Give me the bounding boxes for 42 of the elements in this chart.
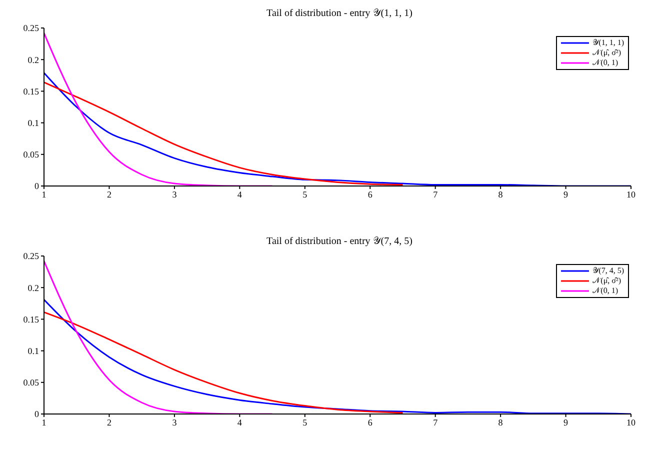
legend-label: 𝒩(0, 1): [592, 58, 618, 68]
y-tick-label: 0.15: [23, 86, 40, 96]
x-tick-label: 5: [302, 189, 308, 200]
y-tick-label: 0.1: [28, 118, 39, 128]
y-tick-label: 0.05: [23, 150, 40, 160]
y-tick-label: 0.1: [28, 346, 39, 356]
x-tick-label: 10: [626, 189, 636, 200]
x-tick-label: 7: [433, 189, 438, 200]
x-tick-label: 7: [433, 417, 438, 428]
x-tick-label: 6: [368, 417, 373, 428]
legend-label: 𝒩(μ̂, σ̂²): [592, 48, 621, 58]
x-tick-label: 1: [42, 417, 46, 428]
line-series: [44, 82, 404, 186]
y-tick-label: 0.25: [23, 251, 40, 262]
chart-title: Tail of distribution - entry 𝒴(1, 1, 1): [266, 8, 414, 21]
x-tick-label: 4: [237, 417, 242, 428]
y-tick-label: 0: [34, 181, 40, 192]
y-tick-label: 0.25: [23, 23, 40, 34]
x-tick-label: 1: [42, 189, 46, 200]
y-tick-label: 0.05: [23, 378, 40, 388]
x-tick-label: 2: [106, 417, 112, 428]
x-tick-label: 9: [564, 417, 569, 428]
x-tick-label: 3: [172, 189, 178, 200]
x-tick-label: 4: [237, 189, 242, 200]
y-tick-label: 0.2: [28, 282, 39, 293]
x-tick-label: 6: [368, 189, 373, 200]
x-tick-label: 3: [172, 417, 178, 428]
legend-label: 𝒴(7, 4, 5): [592, 266, 624, 276]
y-tick-label: 0.2: [28, 54, 39, 65]
x-tick-label: 9: [564, 189, 569, 200]
y-tick-label: 0.15: [23, 314, 40, 324]
line-series: [44, 312, 404, 414]
x-tick-label: 8: [498, 417, 504, 428]
x-tick-label: 5: [302, 417, 308, 428]
x-tick-label: 8: [498, 189, 504, 200]
x-tick-label: 10: [626, 417, 636, 428]
legend-label: 𝒩(0, 1): [592, 286, 618, 296]
legend-label: 𝒩(μ̂, σ̂²): [592, 276, 621, 286]
chart-title: Tail of distribution - entry 𝒴(7, 4, 5): [266, 236, 414, 249]
legend-label: 𝒴(1, 1, 1): [592, 38, 624, 48]
x-tick-label: 2: [106, 189, 112, 200]
y-tick-label: 0: [34, 409, 40, 420]
